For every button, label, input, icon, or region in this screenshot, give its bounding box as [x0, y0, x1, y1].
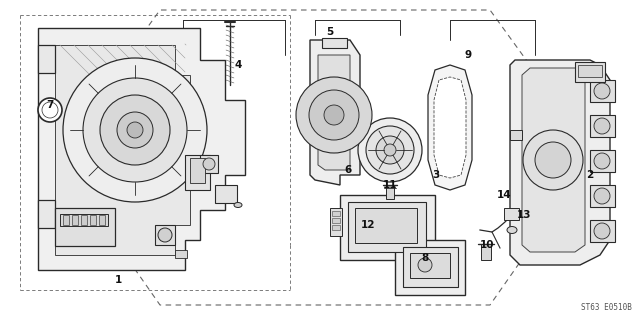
Bar [332, 218, 340, 223]
Polygon shape [434, 77, 466, 178]
Bar [185, 155, 210, 190]
Text: 3: 3 [433, 170, 440, 180]
Circle shape [324, 105, 344, 125]
Bar [63, 215, 69, 225]
Bar [481, 244, 491, 260]
Circle shape [384, 144, 396, 156]
Polygon shape [428, 65, 472, 190]
Bar [590, 115, 615, 137]
Bar [410, 253, 450, 278]
Circle shape [83, 78, 187, 182]
Polygon shape [522, 68, 585, 252]
Bar [215, 185, 237, 203]
Circle shape [523, 130, 583, 190]
Circle shape [376, 136, 404, 164]
Circle shape [309, 90, 359, 140]
Bar [590, 185, 615, 207]
Circle shape [594, 83, 610, 99]
Circle shape [418, 258, 432, 272]
Text: 10: 10 [480, 240, 494, 250]
Bar [590, 220, 615, 242]
Ellipse shape [234, 203, 242, 207]
Text: 14: 14 [497, 190, 511, 200]
Bar [81, 215, 87, 225]
Ellipse shape [507, 227, 517, 234]
Polygon shape [55, 45, 190, 255]
Circle shape [594, 223, 610, 239]
Bar [38, 200, 55, 228]
Bar [590, 150, 615, 172]
Bar [155, 225, 175, 245]
Circle shape [100, 95, 170, 165]
Circle shape [535, 142, 571, 178]
Bar [38, 45, 55, 73]
Circle shape [42, 102, 58, 118]
Text: 4: 4 [234, 60, 242, 70]
Bar [60, 214, 108, 226]
Circle shape [38, 98, 62, 122]
Bar [72, 215, 78, 225]
Bar [99, 215, 105, 225]
Bar [332, 225, 340, 230]
Circle shape [366, 126, 414, 174]
Bar [578, 65, 602, 77]
Text: 2: 2 [586, 170, 594, 180]
Text: 11: 11 [383, 180, 397, 190]
Text: 1: 1 [115, 275, 122, 285]
Bar [332, 211, 340, 216]
Bar [510, 130, 522, 140]
Polygon shape [310, 40, 360, 185]
Bar [322, 38, 347, 48]
Bar [395, 240, 465, 295]
Circle shape [594, 153, 610, 169]
Circle shape [158, 228, 172, 242]
Bar [386, 185, 394, 199]
Bar [590, 80, 615, 102]
Circle shape [594, 118, 610, 134]
Text: 8: 8 [421, 253, 429, 263]
Bar [200, 155, 218, 173]
Bar [355, 208, 417, 243]
Circle shape [203, 158, 215, 170]
Circle shape [594, 188, 610, 204]
Circle shape [127, 122, 143, 138]
Circle shape [358, 118, 422, 182]
Text: ST63 E0510B: ST63 E0510B [581, 303, 632, 312]
Text: 5: 5 [326, 27, 333, 37]
Text: 12: 12 [361, 220, 375, 230]
Bar [190, 158, 205, 183]
Circle shape [117, 112, 153, 148]
Text: 9: 9 [465, 50, 472, 60]
Polygon shape [318, 55, 350, 170]
Bar [330, 208, 342, 236]
Text: 6: 6 [344, 165, 351, 175]
Circle shape [296, 77, 372, 153]
Bar [348, 202, 426, 252]
Bar [55, 208, 115, 246]
Polygon shape [38, 28, 245, 270]
Bar [403, 247, 458, 287]
Bar [340, 195, 435, 260]
Bar [90, 215, 96, 225]
Text: 13: 13 [516, 210, 531, 220]
Polygon shape [510, 60, 610, 265]
Circle shape [63, 58, 207, 202]
Bar [504, 208, 519, 220]
Text: 7: 7 [46, 100, 54, 110]
Bar [175, 250, 187, 258]
Bar [575, 62, 605, 82]
